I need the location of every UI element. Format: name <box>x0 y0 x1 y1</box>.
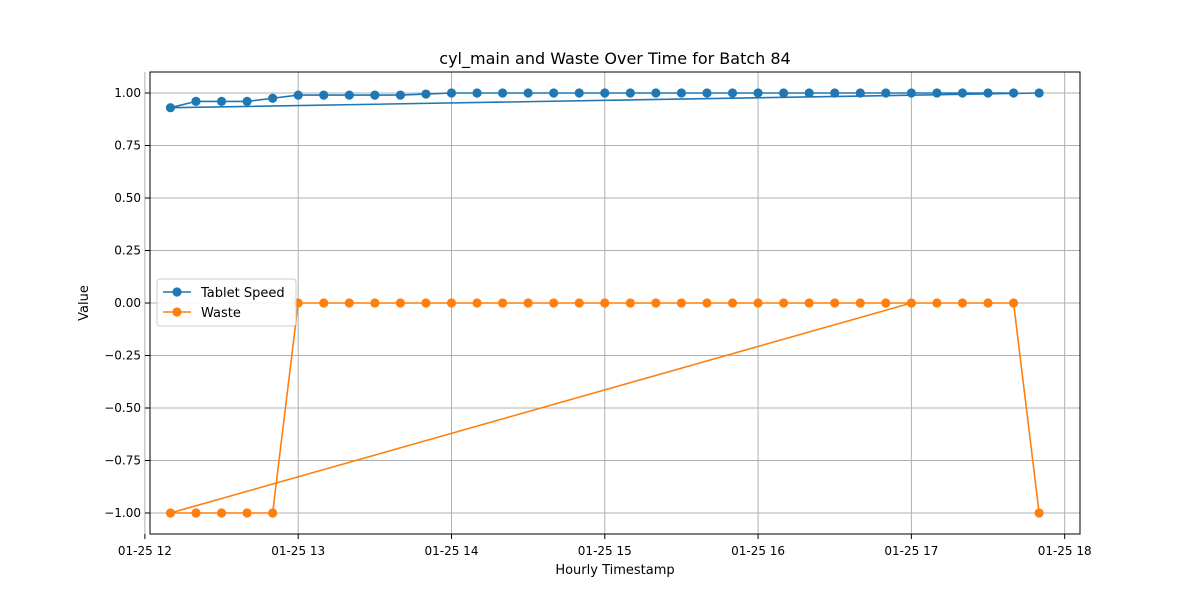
grid <box>144 72 1080 534</box>
tablet-speed-data-point <box>932 88 942 98</box>
legend-box <box>156 278 297 327</box>
tablet-speed-data-point <box>753 88 763 98</box>
y-axis-ticks: 1.00 0.75 0.50 0.25 0.00 −0.25 −0.50 −0.75 −1.00 <box>104 86 150 520</box>
waste-data-point <box>523 298 533 308</box>
waste-data-point <box>472 298 482 308</box>
series-points <box>165 88 1044 518</box>
y-tick-label: 1.00 <box>114 86 141 100</box>
tablet-speed-data-point <box>191 96 201 106</box>
x-axis-label: Hourly Timestamp <box>555 563 674 578</box>
y-tick-label: 0.00 <box>114 296 141 310</box>
tablet-speed-data-point <box>293 90 303 100</box>
tablet-speed-data-point <box>830 88 840 98</box>
y-tick-label: −1.00 <box>104 506 141 520</box>
tablet-speed-data-point <box>983 88 993 98</box>
waste-data-point <box>676 298 687 308</box>
waste-data-point <box>753 298 763 308</box>
tablet-speed-data-point <box>268 93 278 103</box>
tablet-speed-data-point <box>421 89 431 99</box>
waste-data-point <box>804 298 814 308</box>
tablet-speed-data-point <box>600 88 610 98</box>
tablet-speed-data-point <box>651 88 661 98</box>
tablet-speed-data-point <box>727 88 738 98</box>
legend-label-waste: Waste <box>201 306 241 321</box>
x-axis-ticks: 01-25 12 01-25 13 01-25 14 01-25 15 01-25 16… <box>118 534 1092 558</box>
waste-data-point <box>830 298 840 308</box>
y-tick-label: −0.25 <box>104 349 141 363</box>
tablet-speed-data-point <box>165 103 176 113</box>
x-tick-label: 01-25 14 <box>425 544 479 558</box>
legend-label-tablet-speed: Tablet Speed <box>200 286 285 301</box>
tablet-speed-data-point <box>523 88 533 98</box>
x-tick-label: 01-25 18 <box>1038 544 1092 558</box>
x-tick-label: 01-25 13 <box>271 544 325 558</box>
waste-data-point <box>344 298 354 308</box>
tablet-speed-data-point <box>957 88 968 98</box>
tablet-speed-data-point <box>574 88 584 98</box>
waste-data-point <box>881 298 891 308</box>
chart-title: cyl_main and Waste Over Time for Batch 8… <box>439 49 790 69</box>
waste-data-point <box>983 298 993 308</box>
waste-data-point <box>855 298 865 308</box>
legend-swatch-marker-tablet-speed <box>172 287 182 297</box>
tablet-speed-data-point <box>804 88 814 98</box>
tablet-speed-data-point <box>370 90 380 100</box>
waste-data-point <box>932 298 942 308</box>
tablet-speed-data-point <box>472 88 482 98</box>
legend: Tablet Speed Waste <box>156 278 297 327</box>
waste-data-point <box>370 298 380 308</box>
waste-data-point <box>319 298 329 308</box>
tablet-speed-data-point <box>549 88 559 98</box>
waste-data-point <box>625 298 635 308</box>
waste-data-point <box>421 298 431 308</box>
y-tick-label: 0.75 <box>114 139 141 153</box>
waste-data-point <box>574 298 584 308</box>
tablet-speed-data-point <box>344 90 354 100</box>
tablet-speed-data-point <box>395 90 405 100</box>
tablet-speed-data-point <box>881 88 891 98</box>
tablet-speed-data-point <box>497 88 508 98</box>
y-axis-label: Value <box>77 285 92 321</box>
x-tick-label: 01-25 15 <box>578 544 632 558</box>
waste-data-point <box>1008 298 1019 308</box>
tablet-speed-data-point <box>1034 88 1044 98</box>
y-tick-label: 0.50 <box>114 191 141 205</box>
waste-data-point <box>727 298 738 308</box>
tablet-speed-data-point <box>855 88 865 98</box>
waste-data-point <box>906 298 916 308</box>
y-tick-label: 0.25 <box>114 244 141 258</box>
waste-data-point <box>1034 508 1044 518</box>
waste-data-point <box>165 508 176 518</box>
y-tick-label: −0.50 <box>104 401 141 415</box>
waste-data-point <box>497 298 508 308</box>
tablet-speed-data-point <box>702 88 712 98</box>
tablet-speed-data-point <box>216 96 227 106</box>
waste-data-point <box>549 298 559 308</box>
tablet-speed-data-point <box>676 88 687 98</box>
waste-data-point <box>395 298 405 308</box>
waste-data-point <box>600 298 610 308</box>
waste-data-point <box>446 298 457 308</box>
x-tick-label: 01-25 17 <box>884 544 938 558</box>
tablet-speed-data-point <box>319 90 329 100</box>
legend-swatch-marker-waste <box>172 307 182 317</box>
waste-data-point <box>651 298 661 308</box>
tablet-speed-data-point <box>906 88 916 98</box>
tablet-speed-data-point <box>779 88 789 98</box>
tablet-speed-data-point <box>1008 88 1019 98</box>
tablet-speed-data-point <box>446 88 457 98</box>
waste-data-point <box>268 508 278 518</box>
waste-data-point <box>191 508 201 518</box>
waste-data-point <box>957 298 968 308</box>
y-tick-label: −0.75 <box>104 454 141 468</box>
waste-data-point <box>702 298 712 308</box>
waste-data-point <box>779 298 789 308</box>
tablet-speed-data-point <box>242 96 252 106</box>
x-tick-label: 01-25 16 <box>731 544 785 558</box>
waste-data-point <box>216 508 227 518</box>
tablet-speed-data-point <box>625 88 635 98</box>
waste-data-point <box>242 508 252 518</box>
x-tick-label: 01-25 12 <box>118 544 172 558</box>
